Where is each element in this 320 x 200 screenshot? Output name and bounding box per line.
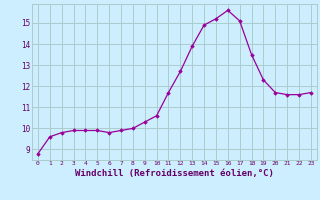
X-axis label: Windchill (Refroidissement éolien,°C): Windchill (Refroidissement éolien,°C)	[75, 169, 274, 178]
